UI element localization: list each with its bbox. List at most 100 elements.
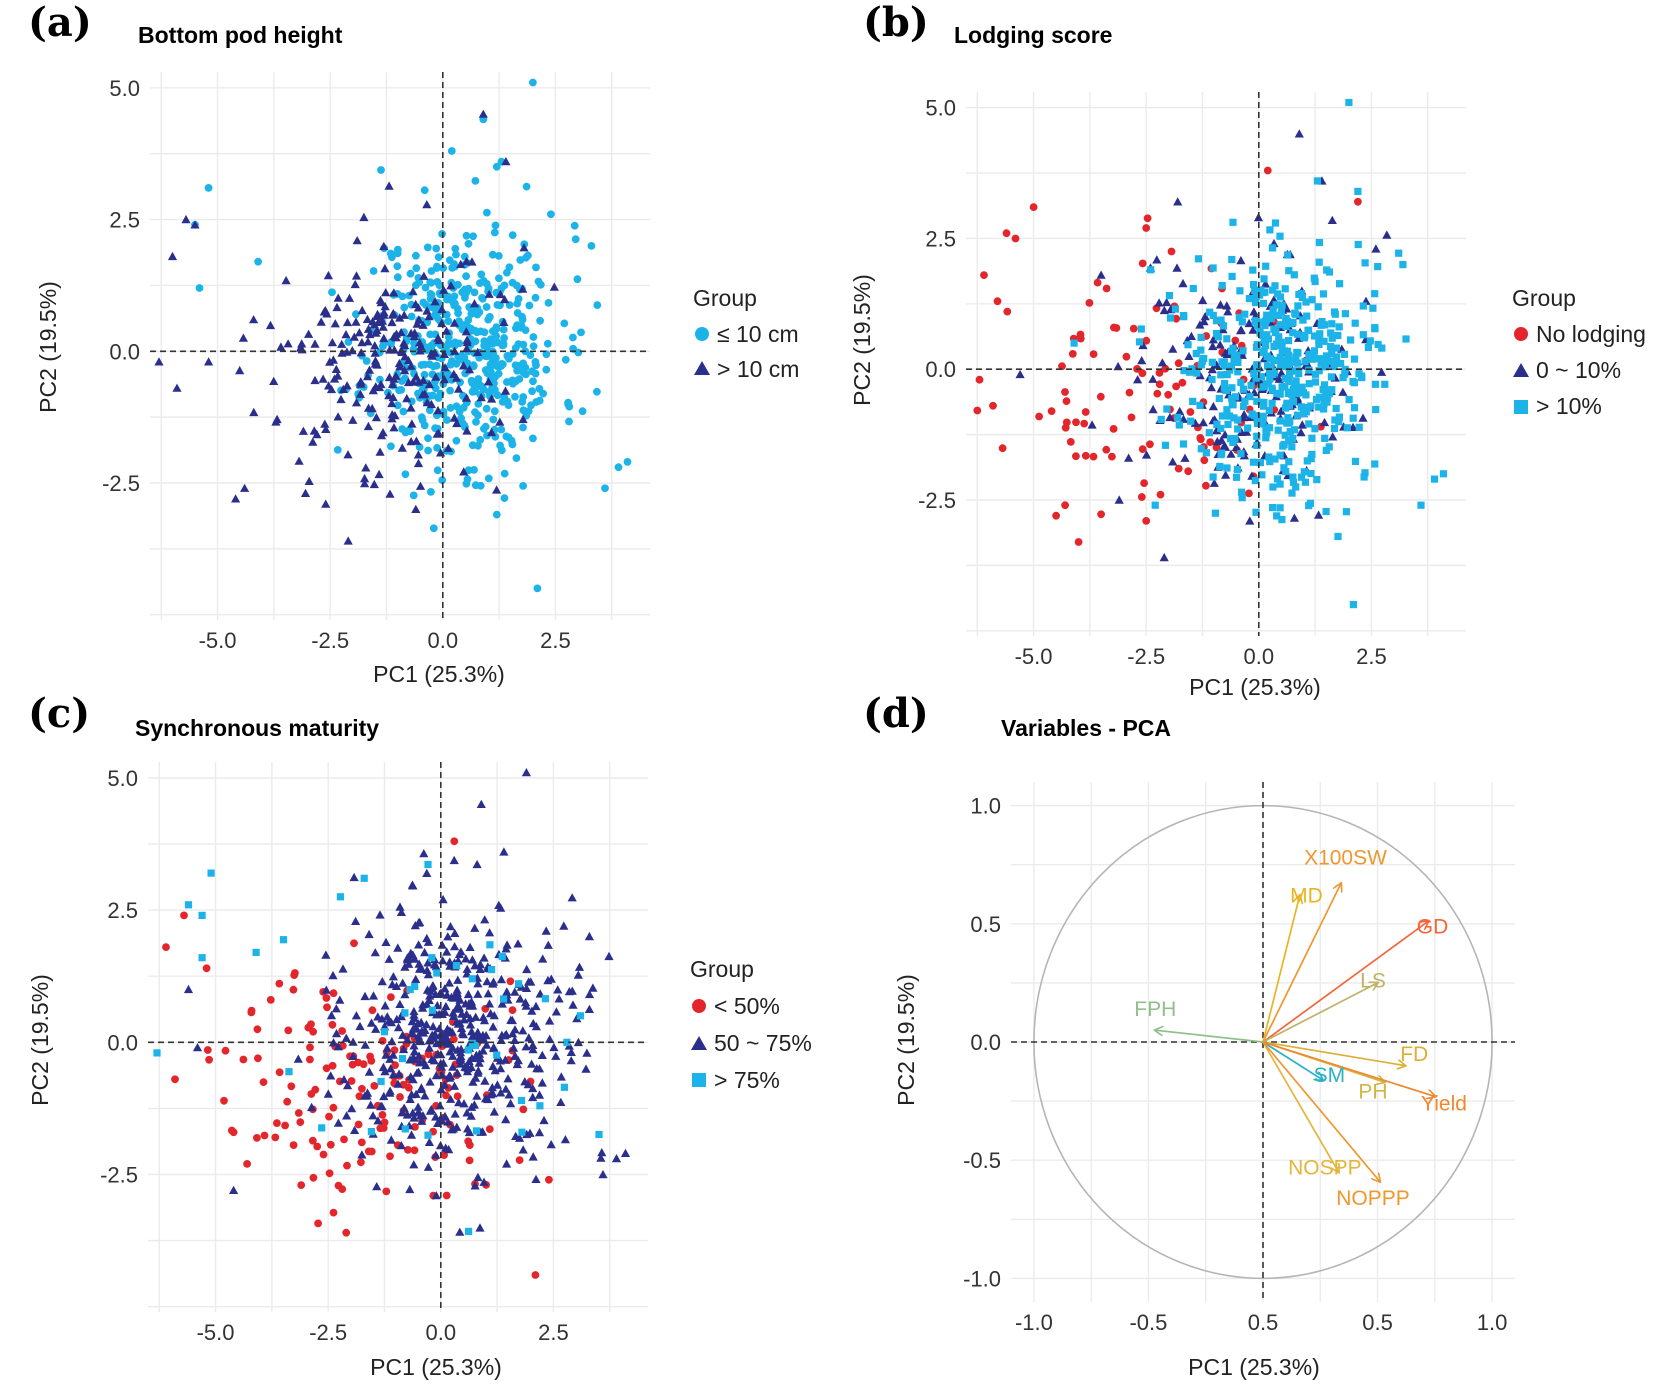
point-triangle bbox=[568, 1000, 578, 1009]
point-square bbox=[1260, 275, 1268, 283]
point-circle bbox=[404, 1146, 412, 1154]
point-square bbox=[1262, 342, 1270, 350]
point-circle bbox=[306, 1055, 314, 1064]
point-triangle bbox=[424, 1043, 434, 1052]
point-square bbox=[1399, 261, 1407, 269]
point-square bbox=[1276, 362, 1285, 370]
point-circle bbox=[427, 267, 436, 275]
point-triangle bbox=[402, 393, 412, 403]
point-circle bbox=[266, 996, 275, 1004]
point-square bbox=[1293, 390, 1301, 398]
point-circle bbox=[329, 1103, 338, 1112]
point-triangle bbox=[501, 1084, 511, 1093]
point-circle bbox=[1186, 408, 1195, 416]
point-square bbox=[411, 982, 419, 990]
point-square bbox=[493, 1051, 501, 1059]
point-triangle bbox=[369, 479, 379, 489]
point-circle bbox=[275, 979, 284, 988]
point-square bbox=[153, 1049, 161, 1057]
point-triangle bbox=[406, 1130, 417, 1139]
point-circle bbox=[423, 318, 432, 327]
point-circle bbox=[428, 391, 437, 400]
point-triangle bbox=[335, 995, 345, 1004]
x-tick-label: -0.5 bbox=[1129, 1310, 1167, 1335]
panel-label: (b) bbox=[863, 0, 929, 46]
point-triangle bbox=[437, 940, 447, 949]
point-circle bbox=[478, 294, 486, 302]
point-triangle bbox=[483, 989, 493, 998]
point-triangle bbox=[408, 1075, 418, 1084]
point-circle bbox=[379, 1124, 388, 1132]
point-circle bbox=[544, 299, 553, 307]
point-circle bbox=[283, 1097, 292, 1106]
point-triangle bbox=[1141, 450, 1152, 459]
point-square bbox=[1209, 311, 1217, 319]
point-triangle bbox=[462, 1009, 472, 1018]
point-square bbox=[1171, 305, 1179, 313]
point-triangle bbox=[1236, 325, 1246, 334]
point-square bbox=[1240, 402, 1248, 411]
point-circle bbox=[412, 281, 420, 290]
point-circle bbox=[378, 1111, 387, 1119]
point-circle bbox=[386, 249, 395, 258]
point-triangle bbox=[433, 405, 443, 415]
x-tick-label: -5.0 bbox=[197, 1320, 235, 1345]
point-triangle bbox=[518, 414, 528, 424]
point-triangle bbox=[543, 940, 553, 949]
point-triangle bbox=[518, 1026, 528, 1035]
point-triangle bbox=[473, 1034, 483, 1043]
point-triangle bbox=[407, 1028, 418, 1038]
point-circle bbox=[525, 301, 534, 310]
point-circle bbox=[409, 491, 418, 500]
point-triangle bbox=[308, 437, 318, 446]
point-circle bbox=[570, 221, 579, 230]
point-triangle bbox=[408, 881, 418, 890]
point-square bbox=[1223, 464, 1231, 472]
point-triangle bbox=[573, 970, 583, 979]
point-triangle bbox=[425, 1106, 435, 1115]
point-triangle bbox=[154, 357, 164, 366]
point-triangle bbox=[388, 1050, 398, 1059]
x-axis-title: PC1 (25.3%) bbox=[1189, 674, 1321, 700]
point-circle bbox=[306, 1043, 314, 1052]
point-square bbox=[1269, 306, 1277, 314]
point-triangle bbox=[448, 1051, 458, 1060]
point-circle bbox=[470, 466, 478, 474]
point-triangle bbox=[449, 369, 459, 378]
point-circle bbox=[493, 391, 502, 400]
point-triangle bbox=[537, 1078, 547, 1087]
point-square bbox=[1180, 367, 1188, 375]
point-triangle bbox=[432, 1010, 442, 1019]
point-triangle bbox=[465, 942, 475, 951]
point-square bbox=[1307, 455, 1315, 463]
point-circle bbox=[446, 386, 454, 395]
point-circle bbox=[434, 253, 443, 261]
point-square bbox=[401, 1125, 409, 1133]
point-square bbox=[1228, 400, 1236, 409]
point-square bbox=[1366, 337, 1374, 345]
point-square bbox=[1281, 431, 1289, 439]
point-triangle bbox=[418, 1003, 428, 1012]
point-circle bbox=[476, 279, 484, 287]
point-circle bbox=[1155, 369, 1164, 377]
point-square bbox=[1292, 483, 1300, 491]
y-tick-label: -2.5 bbox=[102, 471, 140, 496]
point-square bbox=[1259, 417, 1267, 425]
point-square bbox=[1237, 450, 1245, 458]
point-triangle bbox=[326, 1071, 336, 1080]
point-square bbox=[1311, 425, 1319, 433]
point-circle bbox=[578, 407, 587, 416]
point-square bbox=[1294, 302, 1302, 310]
point-circle bbox=[430, 304, 438, 313]
point-square bbox=[1180, 313, 1188, 321]
point-triangle bbox=[553, 985, 563, 994]
point-triangle bbox=[440, 363, 450, 372]
point-triangle bbox=[398, 1030, 408, 1039]
point-triangle bbox=[434, 428, 444, 438]
point-square bbox=[1305, 420, 1313, 428]
point-triangle bbox=[1294, 129, 1304, 138]
point-triangle bbox=[395, 362, 405, 371]
point-triangle bbox=[474, 1058, 484, 1067]
point-triangle bbox=[479, 953, 489, 962]
point-circle bbox=[393, 273, 402, 282]
